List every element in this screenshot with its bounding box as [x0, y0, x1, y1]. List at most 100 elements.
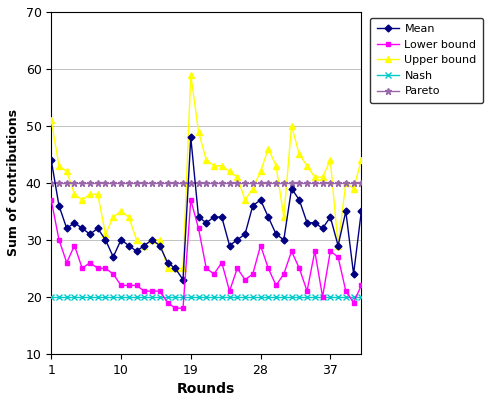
- Lower bound: [72, 243, 78, 248]
- Pareto: [273, 181, 279, 185]
- Lower bound: [289, 249, 295, 253]
- Nash: [149, 294, 155, 299]
- Mean: [312, 220, 318, 225]
- Nash: [242, 294, 248, 299]
- Pareto: [164, 181, 170, 185]
- Nash: [273, 294, 279, 299]
- Lower bound: [258, 243, 264, 248]
- Lower bound: [141, 289, 147, 293]
- Lower bound: [234, 266, 240, 271]
- Upper bound: [343, 181, 349, 185]
- Pareto: [312, 181, 318, 185]
- Nash: [304, 294, 310, 299]
- Upper bound: [265, 146, 271, 151]
- Mean: [358, 209, 364, 214]
- Lower bound: [195, 226, 201, 231]
- Lower bound: [157, 289, 163, 293]
- Upper bound: [157, 237, 163, 242]
- Mean: [134, 249, 139, 253]
- Upper bound: [226, 169, 232, 174]
- Nash: [188, 294, 194, 299]
- Nash: [226, 294, 232, 299]
- Pareto: [95, 181, 101, 185]
- Lower bound: [110, 272, 116, 276]
- Lower bound: [180, 306, 186, 311]
- Pareto: [118, 181, 124, 185]
- Upper bound: [327, 158, 333, 162]
- Upper bound: [335, 243, 341, 248]
- Mean: [335, 243, 341, 248]
- Lower bound: [188, 197, 194, 202]
- Upper bound: [219, 163, 225, 168]
- Upper bound: [211, 163, 217, 168]
- Lower bound: [312, 249, 318, 253]
- Pareto: [327, 181, 333, 185]
- Y-axis label: Sum of contributions: Sum of contributions: [7, 109, 20, 256]
- Lower bound: [281, 272, 287, 276]
- Nash: [351, 294, 356, 299]
- Nash: [265, 294, 271, 299]
- Upper bound: [79, 197, 85, 202]
- Nash: [343, 294, 349, 299]
- Lower bound: [320, 294, 326, 299]
- Mean: [79, 226, 85, 231]
- Lower bound: [327, 249, 333, 253]
- Nash: [358, 294, 364, 299]
- Pareto: [250, 181, 256, 185]
- Mean: [273, 232, 279, 237]
- Mean: [258, 197, 264, 202]
- Lower bound: [64, 260, 70, 265]
- Nash: [164, 294, 170, 299]
- Nash: [64, 294, 70, 299]
- Pareto: [358, 181, 364, 185]
- Mean: [304, 220, 310, 225]
- Upper bound: [118, 209, 124, 214]
- Pareto: [79, 181, 85, 185]
- Pareto: [203, 181, 209, 185]
- Lower bound: [126, 283, 132, 288]
- X-axis label: Rounds: Rounds: [177, 382, 235, 396]
- Lower bound: [164, 300, 170, 305]
- Upper bound: [180, 266, 186, 271]
- Lower bound: [149, 289, 155, 293]
- Pareto: [242, 181, 248, 185]
- Nash: [258, 294, 264, 299]
- Upper bound: [164, 266, 170, 271]
- Upper bound: [188, 72, 194, 77]
- Nash: [312, 294, 318, 299]
- Lower bound: [103, 266, 109, 271]
- Nash: [141, 294, 147, 299]
- Mean: [110, 255, 116, 260]
- Lower bound: [87, 260, 93, 265]
- Upper bound: [172, 266, 178, 271]
- Lower bound: [304, 289, 310, 293]
- Lower bound: [79, 266, 85, 271]
- Mean: [126, 243, 132, 248]
- Line: Pareto: Pareto: [48, 179, 365, 186]
- Mean: [289, 186, 295, 191]
- Pareto: [335, 181, 341, 185]
- Pareto: [258, 181, 264, 185]
- Pareto: [226, 181, 232, 185]
- Lower bound: [242, 277, 248, 282]
- Lower bound: [211, 272, 217, 276]
- Pareto: [126, 181, 132, 185]
- Upper bound: [103, 232, 109, 237]
- Pareto: [304, 181, 310, 185]
- Upper bound: [234, 175, 240, 180]
- Lower bound: [351, 300, 356, 305]
- Nash: [110, 294, 116, 299]
- Mean: [56, 203, 62, 208]
- Nash: [211, 294, 217, 299]
- Mean: [95, 226, 101, 231]
- Mean: [320, 226, 326, 231]
- Pareto: [297, 181, 302, 185]
- Pareto: [281, 181, 287, 185]
- Upper bound: [87, 192, 93, 197]
- Mean: [157, 243, 163, 248]
- Upper bound: [149, 237, 155, 242]
- Upper bound: [273, 163, 279, 168]
- Nash: [289, 294, 295, 299]
- Upper bound: [126, 215, 132, 220]
- Nash: [56, 294, 62, 299]
